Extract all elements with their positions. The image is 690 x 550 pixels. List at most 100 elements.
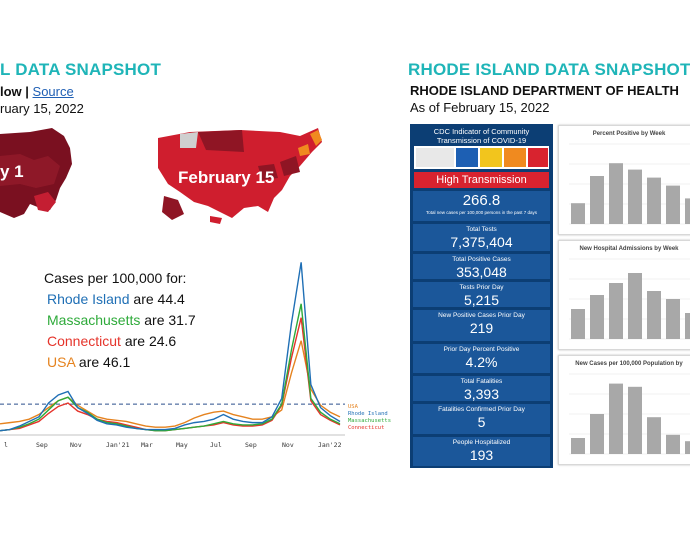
x-tick-label: May bbox=[176, 441, 188, 449]
cases-heading: Cases per 100,000 for: bbox=[44, 270, 187, 286]
bar-panel: New Cases per 100,000 Population by bbox=[558, 355, 690, 465]
right-org: RHODE ISLAND DEPARTMENT OF HEALTH bbox=[410, 83, 679, 98]
bar bbox=[647, 291, 661, 339]
bar bbox=[609, 283, 623, 339]
cases-value: 46.1 bbox=[103, 354, 131, 370]
stat-label: Total Tests bbox=[466, 226, 497, 233]
bar bbox=[590, 176, 604, 224]
stat-box: Total Fatalities 3,393 bbox=[413, 376, 550, 402]
x-tick-label: Sep bbox=[36, 441, 48, 449]
cases-state-name: Massachusetts bbox=[47, 312, 141, 328]
stat-value: 5,215 bbox=[463, 292, 500, 308]
series-line-massachusetts bbox=[0, 303, 341, 432]
bar bbox=[685, 313, 690, 339]
us-map-left: y 1 bbox=[0, 126, 80, 226]
x-tick-label: Jan'21 bbox=[106, 441, 130, 449]
bar bbox=[647, 177, 661, 224]
rate-value: 266.8 bbox=[462, 192, 501, 209]
stat-value: 5 bbox=[477, 414, 486, 430]
map-right-label: February 15 bbox=[178, 168, 275, 187]
series-line-connecticut bbox=[0, 317, 341, 432]
stats-card: CDC Indicator of Community Transmission … bbox=[410, 124, 553, 468]
rate-box: 266.8 Total new cases per 100,000 person… bbox=[413, 191, 550, 221]
bar-panel: New Hospital Admissions by Week bbox=[558, 240, 690, 350]
stat-label: Tests Prior Day bbox=[459, 284, 504, 291]
stat-box: Prior Day Percent Positive 4.2% bbox=[413, 344, 550, 373]
cases-line: USA are 46.1 bbox=[47, 354, 130, 370]
cases-value: 31.7 bbox=[168, 312, 196, 328]
rate-caption: Total new cases per 100,000 persons in t… bbox=[425, 210, 538, 215]
cases-state-name: Connecticut bbox=[47, 333, 121, 349]
x-tick-label: Sep bbox=[245, 441, 257, 449]
right-date: As of February 15, 2022 bbox=[410, 100, 550, 115]
stat-value: 193 bbox=[469, 447, 494, 463]
x-tick-label: Jan'22 bbox=[318, 441, 342, 449]
source-link[interactable]: Source bbox=[32, 84, 74, 99]
bar bbox=[590, 414, 604, 454]
cdc-legend bbox=[414, 146, 549, 169]
x-tick-label: Mar bbox=[141, 441, 153, 449]
bar bbox=[666, 299, 680, 339]
series-end-label: Connecticut bbox=[348, 425, 384, 431]
bar-chart bbox=[569, 143, 690, 225]
bar bbox=[609, 383, 623, 454]
bar-panel-title: New Hospital Admissions by Week bbox=[579, 246, 679, 252]
bar-panel: Percent Positive by Week bbox=[558, 125, 690, 235]
cases-state-name: USA bbox=[47, 354, 76, 370]
cases-state-name: Rhode Island bbox=[47, 291, 130, 307]
bar bbox=[571, 203, 585, 224]
left-date: ruary 15, 2022 bbox=[0, 101, 84, 116]
bar-panel-title: New Cases per 100,000 Population by bbox=[575, 361, 683, 367]
bar-panel-title: Percent Positive by Week bbox=[592, 131, 666, 137]
bar bbox=[685, 441, 690, 454]
stat-box: Tests Prior Day 5,215 bbox=[413, 282, 550, 308]
cases-line: Massachusetts are 31.7 bbox=[47, 312, 196, 328]
stat-box: Fatalities Confirmed Prior Day 5 bbox=[413, 404, 550, 434]
cases-line: Rhode Island are 44.4 bbox=[47, 291, 185, 307]
bar bbox=[590, 295, 604, 339]
cases-value: 24.6 bbox=[148, 333, 177, 349]
bar bbox=[685, 198, 690, 224]
cases-line: Connecticut are 24.6 bbox=[47, 333, 176, 349]
cases-verb: are bbox=[75, 354, 104, 370]
stat-box: Total Positive Cases 353,048 bbox=[413, 254, 550, 280]
cases-verb: are bbox=[129, 291, 158, 307]
stat-value: 7,375,404 bbox=[450, 234, 513, 250]
left-subtitle: low | Source bbox=[0, 84, 74, 99]
transmission-level: High Transmission bbox=[414, 172, 549, 188]
stat-value: 3,393 bbox=[463, 386, 500, 402]
x-tick-label: Nov bbox=[282, 441, 294, 449]
stat-box: People Hospitalized 193 bbox=[413, 437, 550, 466]
bar bbox=[571, 309, 585, 339]
stat-label: New Positive Cases Prior Day bbox=[438, 312, 525, 319]
cases-verb: are bbox=[140, 312, 169, 328]
bar-chart bbox=[569, 373, 690, 455]
stat-value: 4.2% bbox=[465, 354, 498, 370]
series-line-rhode-island bbox=[0, 262, 341, 432]
bar bbox=[628, 273, 642, 339]
left-title: L DATA SNAPSHOT bbox=[0, 60, 162, 79]
stat-box: New Positive Cases Prior Day 219 bbox=[413, 310, 550, 341]
bar bbox=[609, 163, 623, 224]
x-tick-label: Nov bbox=[70, 441, 82, 449]
stat-value: 219 bbox=[469, 320, 494, 336]
bar bbox=[571, 438, 585, 454]
stat-label: Fatalities Confirmed Prior Day bbox=[438, 406, 525, 413]
stat-value: 353,048 bbox=[456, 264, 507, 280]
x-tick-label: Jul bbox=[210, 441, 222, 449]
right-title: RHODE ISLAND DATA SNAPSHOT bbox=[408, 60, 690, 79]
stat-label: Total Fatalities bbox=[460, 378, 503, 385]
series-end-label: USA bbox=[348, 404, 359, 410]
x-tick-label: l bbox=[4, 441, 8, 449]
cdc-header: CDC Indicator of Community Transmission … bbox=[433, 127, 530, 145]
stat-label: Total Positive Cases bbox=[452, 256, 511, 263]
cases-verb: are bbox=[120, 333, 149, 349]
series-end-label: Rhode Island bbox=[348, 411, 388, 417]
stat-box: Total Tests 7,375,404 bbox=[413, 224, 550, 251]
us-map-right: February 15 bbox=[150, 126, 325, 226]
series-end-label: Massachusetts bbox=[348, 418, 391, 424]
bar bbox=[666, 185, 680, 224]
cases-line-chart: l Sep Nov Jan'21 Mar May Jul Sep Nov Jan'22USARho… bbox=[0, 262, 391, 449]
bar bbox=[628, 386, 642, 454]
bar bbox=[647, 417, 661, 454]
